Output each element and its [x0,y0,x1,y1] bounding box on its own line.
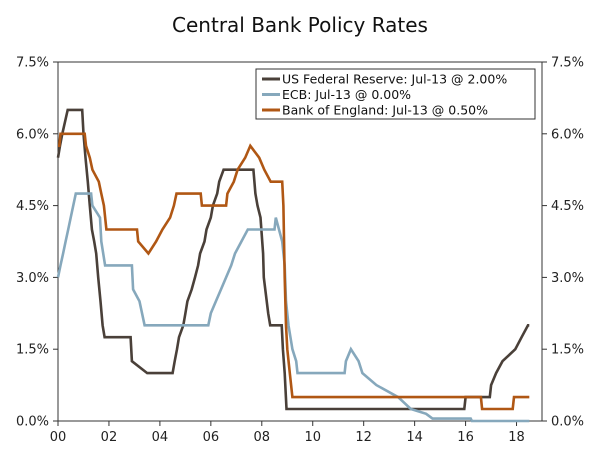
series-line-3 [58,132,530,411]
x-tick-label: 12 [355,430,372,445]
y-tick-label-left: 7.5% [16,56,49,71]
legend-label-1: US Federal Reserve: Jul-13 @ 2.00% [282,72,507,87]
x-tick-label: 10 [304,430,321,445]
y-tick-label-left: 6.0% [16,127,49,142]
legend: US Federal Reserve: Jul-13 @ 2.00%ECB: J… [255,68,536,120]
x-tick-label: 06 [203,430,220,445]
y-tick-label-left: 4.5% [16,199,49,214]
y-tick-label-right: 7.5% [551,56,584,71]
y-tick-label-left: 3.0% [16,271,49,286]
legend-label-3: Bank of England: Jul-13 @ 0.50% [282,103,488,118]
x-tick-label: 00 [50,430,67,445]
x-tick-label: 08 [254,430,271,445]
legend-label-2: ECB: Jul-13 @ 0.00% [282,87,411,102]
y-tick-label-right: 1.5% [551,343,584,358]
y-tick-label-right: 4.5% [551,199,584,214]
x-tick-label: 04 [152,430,169,445]
series-line-1 [56,108,530,411]
plot-area: 0.0% 1.5% 3.0% 4.5% 6.0% 7.5% 0.0% 1.5% 3.0% 4.5… [16,56,584,446]
y-tick-label-right: 6.0% [551,127,584,142]
x-axis: 00 02 04 06 08 10 12 14 16 18 [50,421,525,445]
chart-title: Central Bank Policy Rates [172,13,428,37]
x-tick-label: 16 [457,430,474,445]
y-tick-label-right: 3.0% [551,271,584,286]
series-lines [56,108,530,423]
series-line-2 [56,192,530,423]
legend-box [255,68,536,120]
y-tick-label-left: 0.0% [16,415,49,430]
x-tick-label: 14 [406,430,423,445]
y-tick-label-left: 1.5% [16,343,49,358]
plot-frame [57,61,543,422]
x-tick-label: 18 [508,430,525,445]
y-axis-right: 0.0% 1.5% 3.0% 4.5% 6.0% 7.5% [542,56,584,430]
y-axis-left: 0.0% 1.5% 3.0% 4.5% 6.0% 7.5% [16,56,58,430]
x-tick-label: 02 [101,430,118,445]
y-tick-label-right: 0.0% [551,415,584,430]
